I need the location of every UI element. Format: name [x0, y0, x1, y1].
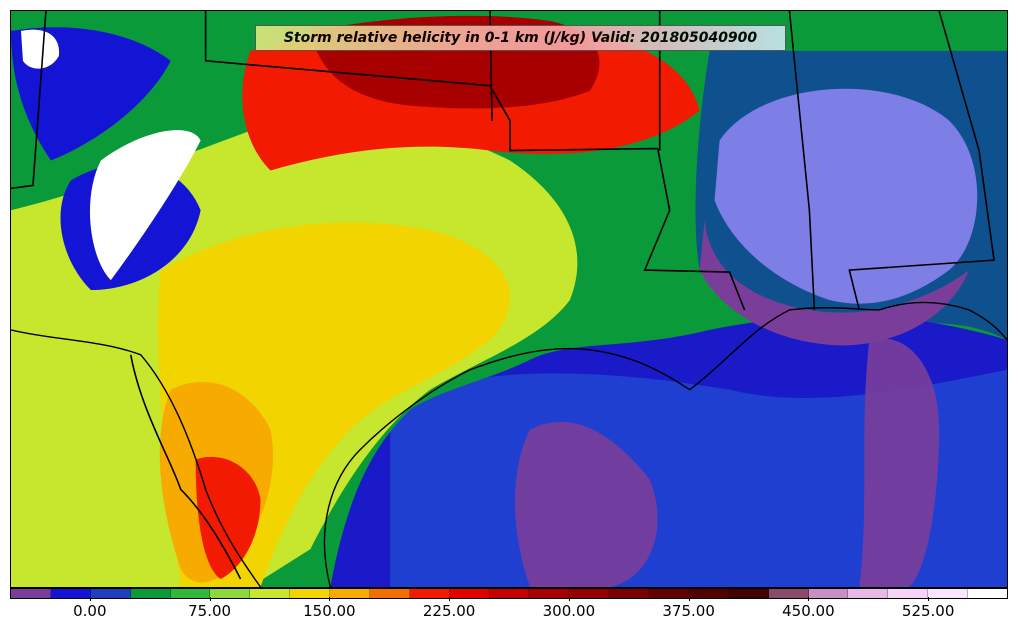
white-region-nw [20, 29, 60, 69]
colorbar-swatch [649, 589, 689, 598]
land-blue-east [695, 50, 1007, 340]
colorbar-swatch [250, 589, 291, 598]
colorbar-swatch [369, 589, 410, 598]
colorbar-tick-label: 525.00 [901, 602, 955, 620]
map-title: Storm relative helicity in 0-1 km (J/kg)… [283, 30, 758, 46]
colorbar-tick-label: 150.00 [303, 602, 356, 620]
colorbar-swatch [50, 589, 91, 598]
colorbar-swatch [529, 589, 570, 598]
colorbar [10, 588, 1008, 599]
colorbar-tick-mark [209, 597, 211, 601]
white-region-w [89, 130, 201, 281]
helicity-map [11, 11, 1007, 587]
colorbar-swatch [489, 589, 530, 598]
colorbar-swatch [968, 589, 1007, 598]
colorbar-swatch [290, 589, 330, 598]
colorbar-swatch [808, 589, 849, 598]
colorbar-tick-label: 450.00 [782, 602, 835, 620]
colorbar-swatch [210, 589, 251, 598]
colorbar-swatch [170, 589, 211, 598]
land-negative-east [699, 220, 970, 346]
colorbar-swatch [449, 589, 490, 598]
gulf-negative-contour-east [859, 338, 940, 587]
colorbar-tick-label: 375.00 [662, 602, 715, 620]
land-red-south [195, 456, 261, 580]
colorbar-swatch [928, 589, 968, 598]
colorbar-swatch [768, 589, 809, 598]
colorbar-tick-label: 75.00 [188, 602, 232, 620]
colorbar-swatch [688, 589, 729, 598]
colorbar-swatch [11, 589, 51, 598]
colorbar-swatch [609, 589, 649, 598]
colorbar-tick-mark [808, 597, 810, 601]
map-title-box: Storm relative helicity in 0-1 km (J/kg)… [255, 25, 786, 51]
colorbar-ticks: 0.00 75.00 150.00 225.00 300.00 375.00 450.00 5… [10, 597, 1008, 629]
gulf-negative-contour [514, 421, 658, 587]
colorbar-swatch [330, 589, 370, 598]
map-panel: Storm relative helicity in 0-1 km (J/kg)… [10, 10, 1008, 588]
colorbar-swatch [409, 589, 450, 598]
coastline [11, 301, 1007, 587]
colorbar-tick-label: 300.00 [542, 602, 596, 620]
colorbar-tick-label: 0.00 [73, 602, 107, 620]
state-boundaries [11, 11, 995, 580]
colorbar-swatch [90, 589, 131, 598]
colorbar-swatch [569, 589, 610, 598]
colorbar-tick-mark [688, 597, 690, 601]
colorbar-tick-mark [928, 597, 930, 601]
colorbar-swatch [728, 589, 769, 598]
colorbar-swatch [888, 589, 929, 598]
colorbar-swatch [130, 589, 171, 598]
colorbar-tick-label: 225.00 [422, 602, 476, 620]
colorbar-tick-mark [329, 597, 331, 601]
colorbar-tick-mark [449, 597, 451, 601]
colorbar-tick-mark [568, 597, 570, 601]
colorbar-swatch [848, 589, 889, 598]
colorbar-tick-mark [89, 597, 91, 601]
